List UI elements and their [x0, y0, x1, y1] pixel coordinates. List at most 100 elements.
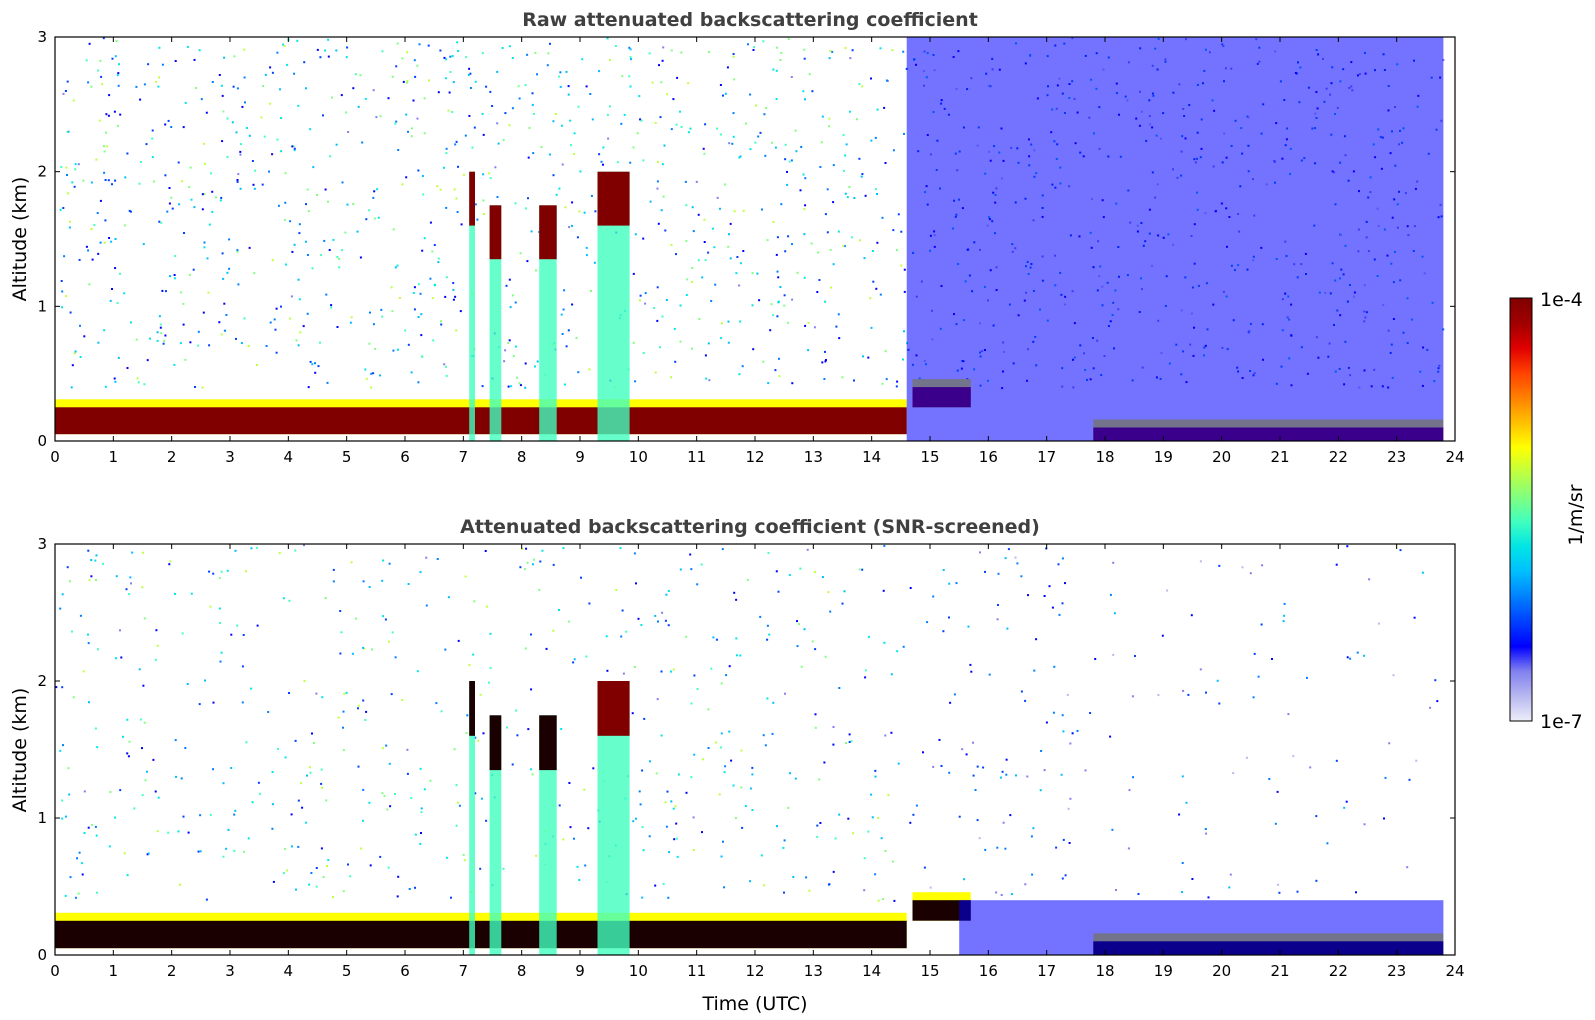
noise-pixel: [847, 817, 850, 820]
noise-pixel: [236, 87, 239, 90]
noise-pixel: [767, 382, 770, 385]
noise-pixel: [783, 294, 786, 297]
noise-pixel: [567, 329, 570, 332]
noise-pixel: [616, 161, 619, 164]
noise-pixel: [145, 143, 148, 146]
noise-pixel: [573, 837, 575, 840]
noise-pixel: [623, 113, 626, 116]
noise-pixel: [1069, 742, 1072, 745]
noise-pixel: [230, 633, 233, 636]
noise-pixel: [401, 699, 404, 701]
noise-pixel: [1326, 842, 1329, 845]
noise-pixel: [630, 58, 632, 61]
x-tick-label: 24: [1445, 448, 1464, 466]
noise-pixel: [692, 816, 695, 819]
noise-pixel: [240, 143, 242, 145]
noise-pixel: [377, 216, 380, 219]
noise-pixel: [66, 192, 69, 195]
noise-pixel: [141, 794, 144, 797]
noise-pixel: [186, 683, 189, 685]
noise-pixel: [173, 277, 176, 280]
noise-pixel: [775, 570, 778, 573]
noise-pixel: [825, 359, 827, 361]
noise-pixel: [1199, 668, 1202, 671]
noise-pixel: [1345, 800, 1348, 803]
noise-pixel: [882, 589, 885, 592]
noise-pixel: [659, 346, 661, 349]
noise-pixel: [1043, 769, 1046, 772]
x-tick-label: 22: [1329, 962, 1348, 980]
noise-pixel: [576, 865, 579, 868]
noise-pixel: [103, 329, 106, 332]
noise-pixel: [256, 624, 259, 627]
noise-pixel: [632, 146, 635, 149]
noise-pixel: [308, 883, 311, 886]
noise-pixel: [850, 740, 853, 743]
noise-pixel: [1061, 602, 1064, 605]
noise-pixel: [282, 872, 285, 875]
noise-pixel: [1064, 874, 1067, 877]
noise-pixel: [87, 642, 90, 645]
noise-pixel: [289, 220, 292, 223]
noise-pixel: [265, 345, 268, 347]
noise-pixel: [955, 582, 958, 585]
noise-pixel: [225, 314, 228, 316]
noise-pixel: [938, 738, 941, 741]
noise-pixel: [764, 744, 767, 747]
noise-pixel: [1185, 801, 1188, 804]
noise-pixel: [1287, 713, 1290, 716]
noise-pixel: [832, 870, 835, 873]
noise-pixel: [1030, 835, 1033, 838]
noise-pixel: [676, 855, 679, 858]
x-tick-label: 20: [1212, 448, 1231, 466]
noise-pixel: [1045, 721, 1048, 724]
noise-pixel: [126, 874, 129, 877]
noise-pixel: [670, 376, 673, 379]
noise-pixel: [114, 816, 117, 819]
noise-pixel: [524, 386, 527, 389]
noise-pixel: [369, 864, 372, 867]
noise-pixel: [315, 885, 318, 888]
noise-pixel: [884, 350, 887, 353]
noise-pixel: [87, 249, 90, 252]
noise-pixel: [602, 146, 605, 149]
noise-pixel: [1191, 878, 1194, 880]
noise-pixel: [666, 93, 669, 96]
noise-pixel: [882, 898, 885, 901]
noise-pixel: [641, 826, 644, 828]
noise-pixel: [805, 876, 808, 879]
noise-pixel: [1204, 828, 1207, 830]
noise-pixel: [385, 744, 388, 747]
noise-pixel: [687, 131, 690, 134]
noise-pixel: [1228, 886, 1231, 889]
noise-pixel: [874, 775, 877, 778]
noise-pixel: [91, 823, 93, 826]
noise-pixel: [723, 771, 726, 774]
noise-pixel: [420, 807, 423, 810]
noise-pixel: [123, 852, 126, 855]
noise-pixel: [230, 767, 233, 769]
noise-pixel: [277, 204, 280, 207]
noise-pixel: [527, 197, 529, 200]
noise-pixel: [427, 44, 430, 47]
noise-pixel: [609, 105, 611, 108]
noise-pixel: [62, 207, 65, 209]
noise-pixel: [885, 378, 888, 381]
noise-pixel: [784, 158, 787, 161]
noise-pixel: [156, 331, 159, 334]
noise-pixel: [156, 830, 159, 833]
noise-pixel: [102, 145, 105, 148]
noise-pixel: [466, 714, 469, 717]
noise-pixel: [635, 582, 637, 585]
noise-pixel: [722, 94, 724, 97]
noise-pixel: [283, 847, 286, 850]
noise-pixel: [452, 81, 455, 84]
noise-pixel: [711, 227, 714, 230]
noise-pixel: [803, 628, 806, 631]
noise-pixel: [439, 49, 442, 52]
noise-pixel: [590, 290, 592, 292]
noise-pixel: [233, 813, 236, 816]
noise-pixel: [772, 68, 775, 71]
noise-pixel: [578, 879, 581, 881]
noise-pixel: [253, 187, 256, 190]
